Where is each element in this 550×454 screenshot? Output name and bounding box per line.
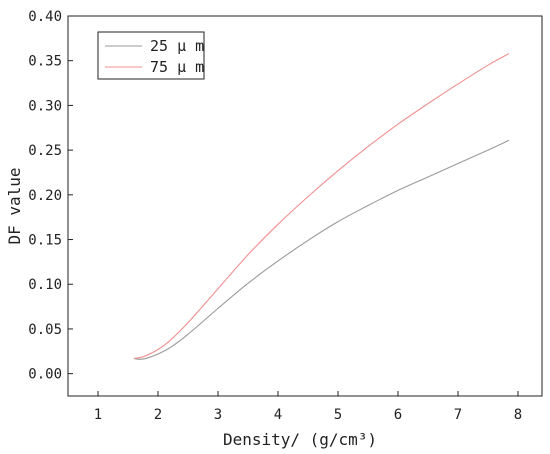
legend-label-1: 25 μ m bbox=[150, 37, 204, 55]
x-axis-title: Density/ (g/cm³) bbox=[223, 430, 377, 449]
y-tick-label: 0.00 bbox=[28, 367, 62, 383]
x-tick-label: 3 bbox=[214, 407, 222, 423]
y-tick-label: 0.10 bbox=[28, 277, 62, 293]
y-tick-label: 0.20 bbox=[28, 188, 62, 204]
series-group bbox=[133, 53, 510, 360]
series-line-1 bbox=[133, 139, 510, 360]
series-line-2 bbox=[133, 53, 510, 359]
x-tick-label: 2 bbox=[154, 407, 162, 423]
x-tick-label: 7 bbox=[454, 407, 462, 423]
x-tick-label: 8 bbox=[514, 407, 522, 423]
y-axis-ticks: 0.00 0.05 0.10 0.15 0.20 0.25 0.30 0.35 0.40 bbox=[28, 9, 73, 383]
x-tick-label: 4 bbox=[274, 407, 282, 423]
legend-label-2: 75 μ m bbox=[150, 58, 204, 76]
plot-frame bbox=[67, 15, 543, 397]
x-tick-label: 6 bbox=[394, 407, 402, 423]
x-axis-ticks: 1 2 3 4 5 6 7 8 bbox=[94, 391, 522, 423]
x-tick-label: 5 bbox=[334, 407, 342, 423]
legend-box bbox=[97, 31, 205, 80]
y-tick-label: 0.25 bbox=[28, 143, 62, 159]
y-axis-title: DF value bbox=[5, 167, 24, 244]
y-tick-label: 0.30 bbox=[28, 98, 62, 114]
y-tick-label: 0.15 bbox=[28, 233, 62, 249]
y-tick-label: 0.35 bbox=[28, 54, 62, 70]
y-tick-label: 0.05 bbox=[28, 322, 62, 338]
y-tick-label: 0.40 bbox=[28, 9, 62, 25]
x-tick-label: 1 bbox=[94, 407, 102, 423]
legend: 25 μ m 75 μ m bbox=[97, 31, 205, 80]
